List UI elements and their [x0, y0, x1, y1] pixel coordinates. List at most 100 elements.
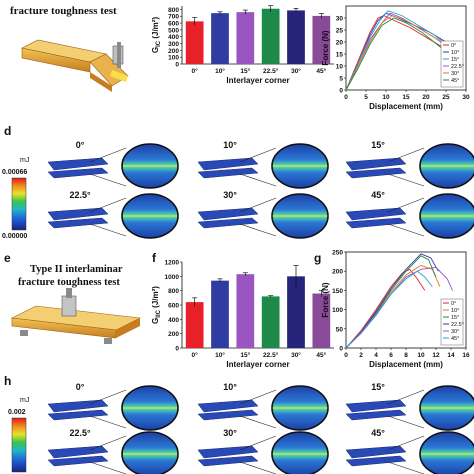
x-tick-label: 4	[374, 352, 378, 359]
x-tick-label: 0°	[192, 351, 199, 359]
zoom-circle	[271, 385, 329, 431]
bar	[185, 302, 204, 348]
zoom-line	[89, 461, 127, 474]
x-tick-label: 20	[422, 94, 430, 101]
zoom-line	[89, 415, 127, 429]
bar	[236, 274, 255, 348]
angle-label: 10°	[223, 140, 237, 150]
y-tick-label: 10	[336, 64, 344, 71]
x-tick-label: 45°	[316, 351, 326, 359]
zoom-line	[89, 173, 127, 187]
y-tick-label: 1000	[165, 274, 180, 281]
zoom-line	[89, 389, 127, 405]
zoom-line	[239, 223, 277, 237]
bar	[287, 276, 305, 348]
fem-model: 0°	[47, 382, 179, 431]
y-tick-label: 800	[168, 288, 179, 295]
angle-label: 45°	[371, 428, 385, 438]
fem-model: 15°	[345, 382, 474, 431]
angle-label: 30°	[223, 428, 237, 438]
h-scale-max: 0.002	[8, 409, 26, 416]
legend-label: 0°	[451, 43, 456, 49]
legend-label: 15°	[451, 57, 459, 63]
y-tick-label: 100	[168, 55, 179, 62]
zoom-circle	[121, 143, 179, 189]
series-line	[345, 266, 453, 349]
x-axis-label: Displacement (mm)	[369, 360, 443, 369]
panel-letter-d: d	[4, 124, 11, 138]
fem-arm-lower	[345, 455, 407, 467]
fem-arm-lower	[47, 409, 109, 421]
angle-label: 0°	[76, 382, 85, 392]
x-tick-label: 30	[462, 94, 470, 101]
fem-model: 30°	[197, 190, 329, 239]
x-tick-label: 10	[382, 94, 390, 101]
y-tick-label: 0	[175, 62, 179, 69]
y-tick-label: 50	[336, 326, 344, 333]
bar	[261, 296, 280, 348]
x-tick-label: 10	[417, 352, 425, 359]
fem-arm-lower	[197, 167, 259, 179]
x-axis-label: Displacement (mm)	[369, 102, 443, 111]
y-tick-label: 200	[332, 269, 343, 276]
zoom-circle	[121, 431, 179, 474]
y-tick-label: 250	[332, 250, 343, 257]
zoom-line	[387, 223, 425, 237]
y-tick-label: 0	[339, 88, 343, 95]
zoom-line	[387, 197, 425, 213]
e-specimen-illustration	[10, 288, 142, 344]
zoom-line	[387, 389, 425, 405]
d-scale-unit: mJ	[20, 157, 29, 164]
x-tick-label: 10°	[215, 351, 225, 359]
series-line	[345, 10, 447, 91]
x-tick-label: 22.5°	[263, 67, 279, 75]
y-tick-label: 400	[168, 317, 179, 324]
angle-label: 10°	[223, 382, 237, 392]
fem-arm-lower	[47, 167, 109, 179]
top-line-chart: 0 5 10 15 20 25 30 0 5 10 15 20 25 30 0°10°15°22.5°30°…	[321, 5, 470, 111]
legend-label: 45°	[451, 78, 459, 84]
y-tick-label: 25	[336, 28, 344, 35]
zoom-circle	[419, 193, 474, 239]
y-tick-label: 150	[332, 288, 343, 295]
x-tick-label: 0°	[192, 67, 199, 75]
x-tick-label: 45°	[316, 67, 326, 75]
y-tick-label: 1200	[165, 260, 180, 267]
fem-model: 30°	[197, 428, 329, 474]
zoom-line	[239, 415, 277, 429]
legend-label: 22.5°	[451, 322, 464, 328]
angle-label: 15°	[371, 382, 385, 392]
fem-arm-lower	[345, 217, 407, 229]
x-tick-label: 6	[389, 352, 393, 359]
x-tick-label: 16	[462, 352, 470, 359]
x-tick-label: 5	[364, 94, 368, 101]
e-title-line2: fracture toughness test	[18, 277, 120, 288]
zoom-line	[239, 435, 277, 451]
x-tick-label: 12	[432, 352, 440, 359]
zoom-circle	[419, 143, 474, 189]
fem-model: 22.5°	[47, 190, 179, 239]
series-line	[345, 268, 426, 349]
zoom-circle	[271, 193, 329, 239]
y-axis-label: GIC (J/m²)	[151, 17, 162, 54]
fem-model: 10°	[197, 382, 329, 431]
panel-letter-e: e	[4, 251, 11, 265]
fem-model: 22.5°	[47, 428, 179, 474]
y-tick-label: 0	[175, 346, 179, 353]
fem-model: 45°	[345, 428, 474, 474]
fem-model: 45°	[345, 190, 474, 239]
series-line	[345, 253, 439, 349]
angle-label: 22.5°	[69, 428, 91, 438]
e-title-line1: Type II interlaminar	[30, 264, 123, 275]
d-scale-min: 0.00000	[2, 233, 27, 240]
x-tick-label: 15°	[240, 351, 250, 359]
h-scale-unit: mJ	[20, 397, 29, 404]
legend-label: 30°	[451, 329, 459, 335]
h-colorbar	[11, 417, 27, 473]
zoom-circle	[121, 385, 179, 431]
fem-model: 10°	[197, 140, 329, 189]
bar	[236, 12, 255, 65]
y-axis-label: GIIC (J/m²)	[151, 286, 162, 324]
